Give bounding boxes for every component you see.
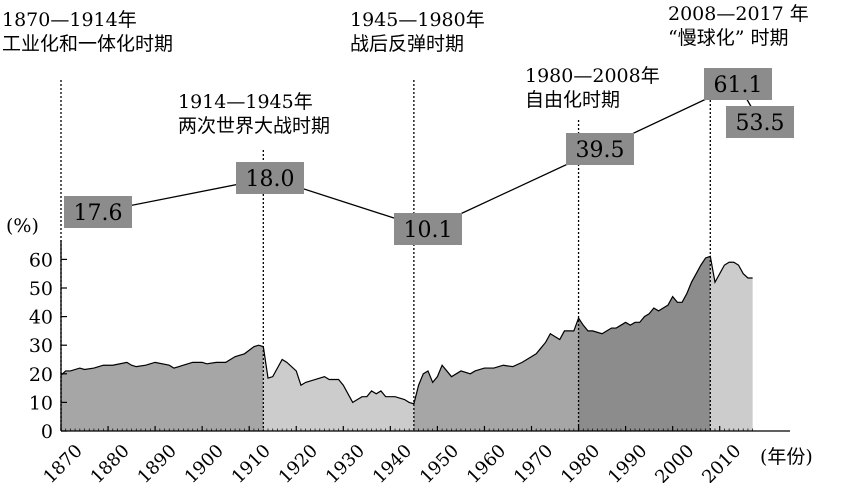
- area-period-2: [263, 346, 414, 431]
- y-tick-label: 60: [29, 249, 53, 271]
- value-label-3-bg: [394, 213, 462, 245]
- x-tick-label: 1930: [322, 440, 369, 483]
- x-tick-label: 1910: [228, 440, 275, 483]
- period-years: 1980—2008年: [525, 65, 660, 87]
- area-fills: [61, 256, 753, 431]
- series-outline: [60, 255, 753, 405]
- area-period-1: [61, 345, 264, 431]
- y-tick-label: 40: [29, 307, 53, 329]
- value-label-5: 61.1: [714, 73, 763, 98]
- x-tick-label: 1880: [87, 440, 134, 483]
- period-name: 工业化和一体化时期: [2, 33, 174, 55]
- period-name: 自由化时期: [525, 89, 621, 111]
- x-tick-label: 1900: [181, 440, 228, 483]
- value-label-1: 17.6: [74, 201, 123, 226]
- y-tick-label: 20: [29, 364, 53, 386]
- period-name: 战后反弹时期: [350, 33, 465, 55]
- y-tick-label: 0: [41, 421, 53, 443]
- x-tick-label: 1920: [275, 440, 322, 483]
- period-name: 两次世界大战时期: [178, 115, 331, 137]
- x-axis-label: (年份): [760, 446, 813, 468]
- x-tick-label: 1980: [557, 440, 604, 483]
- y-tick-label: 50: [29, 278, 53, 300]
- period-name: “慢球化” 时期: [668, 27, 789, 49]
- period-annotation-1: 1870—1914年 工业化和一体化时期: [2, 8, 173, 56]
- value-label-3: 10.1: [404, 218, 453, 243]
- x-tick-label: 1870: [39, 440, 86, 483]
- value-boxes: 17.6 18.0 10.1 39.5 61.1 53.5: [64, 68, 794, 245]
- value-label-4: 39.5: [576, 138, 625, 163]
- value-label-extra-1-bg: [726, 106, 794, 138]
- y-axis-label: (%): [6, 215, 39, 237]
- period-years: 1914—1945年: [178, 91, 313, 113]
- period-years: 1870—1914年: [2, 9, 137, 31]
- x-tick-label: 1970: [510, 440, 557, 483]
- x-tick-label: 2010: [698, 440, 745, 483]
- x-tick-label: 1960: [463, 440, 510, 483]
- x-tick-label: 1940: [369, 440, 416, 483]
- period-annotation-5: 2008—2017 年 “慢球化” 时期: [668, 2, 809, 50]
- area-period-5: [710, 256, 753, 431]
- area-period-4: [578, 256, 711, 431]
- value-label-5-bg: [704, 68, 772, 100]
- period-annotation-2: 1914—1945年 两次世界大战时期: [178, 90, 330, 138]
- y-tick-label: 30: [29, 335, 53, 357]
- period-years: 2008—2017 年: [668, 3, 809, 25]
- value-label-2-bg: [236, 162, 304, 194]
- x-tick-label: 1890: [134, 440, 181, 483]
- area-period-3: [413, 318, 579, 431]
- x-tick-label: 2000: [651, 440, 698, 483]
- value-label-2: 18.0: [246, 167, 295, 192]
- period-annotation-3: 1945—1980年 战后反弹时期: [350, 8, 485, 56]
- y-tick-label: 10: [29, 392, 53, 414]
- x-tick-label: 1990: [604, 440, 651, 483]
- value-label-extra-1: 53.5: [736, 111, 785, 136]
- value-label-1-bg: [64, 196, 132, 228]
- value-label-4-bg: [566, 133, 634, 165]
- period-annotation-4: 1980—2008年 自由化时期: [525, 64, 660, 112]
- x-tick-label: 1950: [416, 440, 463, 483]
- period-years: 1945—1980年: [350, 9, 485, 31]
